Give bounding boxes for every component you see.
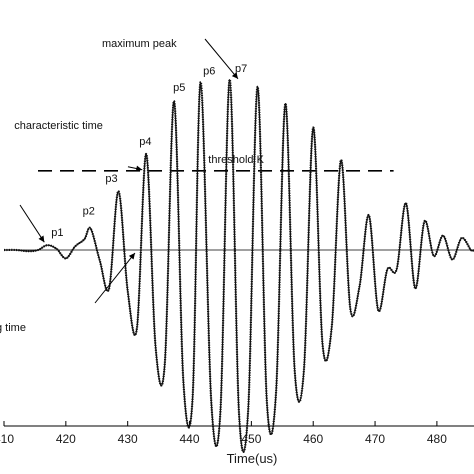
annotation-p7: p7: [235, 63, 247, 75]
annotation-p4: p4: [139, 136, 151, 148]
x-tick-label: 430: [118, 432, 138, 446]
x-tick-label: 460: [303, 432, 323, 446]
axes: 410420430440450460470480: [0, 421, 474, 446]
x-tick-label: 420: [56, 432, 76, 446]
series-layer: [3, 78, 474, 453]
arrow-maximum-peak-head: [231, 72, 238, 79]
x-tick-label: 410: [0, 432, 14, 446]
waveform-line: [3, 78, 474, 453]
x-axis-label: Time(us): [227, 451, 278, 466]
annotation-p6: p6: [203, 65, 215, 77]
x-tick-label: 470: [365, 432, 385, 446]
arrow-characteristic-time-head: [135, 165, 143, 172]
annotation-characteristic-time: characteristic time: [14, 120, 103, 132]
x-tick-label: 440: [180, 432, 200, 446]
arrow-maximum-peak-line: [204, 38, 239, 80]
waveform-core: [3, 78, 474, 453]
annotations: maximum peak p1 p2 p3 p4 p5 p6 p7 characteristic…: [0, 38, 265, 334]
annotation-threshold-k: threshold K: [208, 154, 264, 166]
annotation-p2: p2: [83, 205, 95, 217]
annotation-p5: p5: [173, 82, 185, 94]
arrow-start-time-head: [38, 235, 45, 243]
reference-lines: [4, 170, 474, 251]
annotation-zero-crossing-time: o crossing time: [0, 322, 26, 334]
x-tick-label: 480: [427, 432, 447, 446]
annotation-p3: p3: [105, 173, 117, 185]
arrow-start-time-line: [19, 204, 45, 243]
annotation-p1: p1: [51, 227, 63, 239]
arrow-zero-crossing-time-line: [94, 252, 136, 304]
annotation-maximum-peak: maximum peak: [102, 38, 177, 50]
arrow-zero-crossing-time-head: [128, 253, 135, 260]
